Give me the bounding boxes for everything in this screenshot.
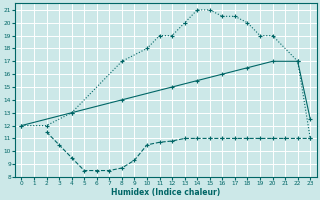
X-axis label: Humidex (Indice chaleur): Humidex (Indice chaleur) <box>111 188 220 197</box>
